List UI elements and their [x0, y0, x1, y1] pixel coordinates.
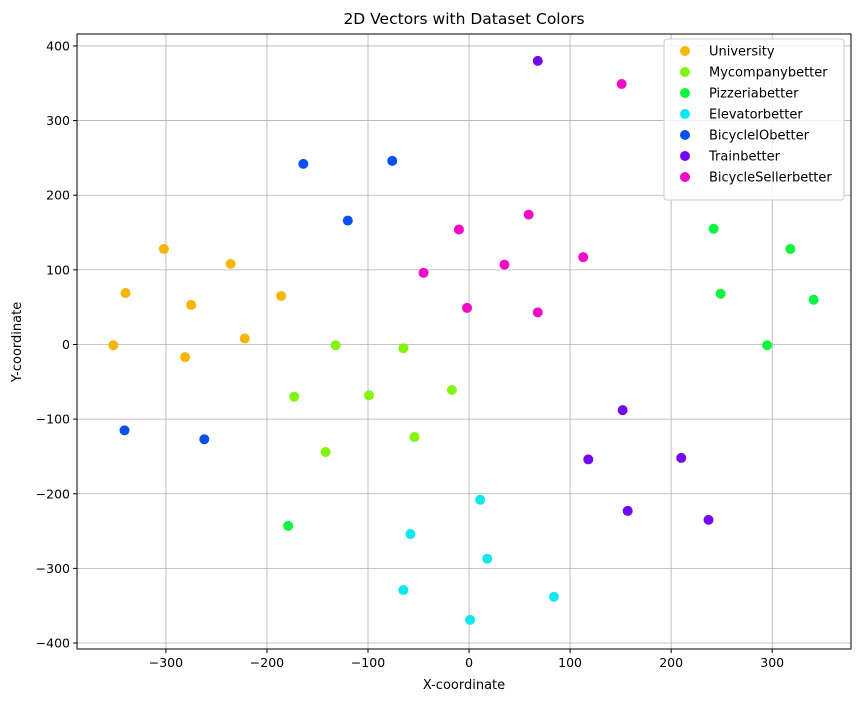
y-tick-label: 100 [46, 262, 70, 277]
data-point [808, 294, 819, 305]
data-point [409, 432, 420, 443]
legend-label: BicycleSellerbetter [709, 171, 832, 186]
legend-marker [680, 109, 690, 119]
data-point [283, 520, 294, 531]
data-point [446, 385, 457, 396]
chart-title: 2D Vectors with Dataset Colors [343, 10, 584, 28]
plot-area-frame [76, 33, 852, 650]
data-point [762, 340, 773, 351]
data-point [578, 252, 589, 263]
x-axis-label: X-coordinate [423, 678, 505, 693]
data-point [330, 340, 341, 351]
axis-ticks: −300 −200 −100 0 100 200 300 −400 −300 −200 −100 0 1… [36, 38, 785, 670]
data-point [320, 446, 331, 457]
data-point [499, 259, 510, 270]
data-point [387, 155, 398, 166]
data-point [186, 299, 197, 310]
legend-marker [680, 130, 690, 140]
y-tick-label: 200 [46, 188, 70, 203]
grid-lines [77, 34, 851, 649]
data-point [108, 340, 119, 351]
y-tick-label: −100 [36, 412, 70, 427]
data-point [119, 425, 130, 436]
data-point [398, 343, 409, 354]
legend-label: Pizzeriabetter [709, 87, 799, 102]
data-point [622, 505, 633, 516]
legend-box [663, 38, 845, 201]
legend-marker [680, 151, 690, 161]
data-point [465, 614, 476, 625]
y-tick-label: −400 [36, 636, 70, 651]
data-point [676, 452, 687, 463]
legend-label: Mycompanybetter [709, 66, 828, 81]
data-point [548, 591, 559, 602]
legend-marker [680, 88, 690, 98]
x-tick-label: −200 [250, 655, 284, 670]
data-point [225, 258, 236, 269]
legend-label: Trainbetter [708, 150, 781, 165]
data-point [532, 307, 543, 318]
data-point [523, 209, 534, 220]
data-point [364, 390, 375, 401]
data-point [703, 514, 714, 525]
data-point [199, 434, 210, 445]
data-point [532, 55, 543, 66]
x-tick-label: −100 [351, 655, 385, 670]
y-tick-label: −200 [36, 486, 70, 501]
x-tick-label: 100 [558, 655, 582, 670]
y-axis-label: Y-coordinate [10, 302, 25, 383]
legend-label: BicycleIObetter [709, 129, 810, 144]
data-point [453, 224, 464, 235]
y-tick-label: 0 [62, 337, 70, 352]
y-tick-label: 400 [46, 38, 70, 53]
data-point [120, 287, 131, 298]
data-point [398, 585, 409, 596]
data-point [276, 290, 287, 301]
data-point [158, 243, 169, 254]
x-tick-label: 200 [659, 655, 683, 670]
data-point [617, 405, 628, 416]
legend-marker [680, 46, 690, 56]
data-point [475, 494, 486, 505]
data-point [708, 223, 719, 234]
x-tick-label: 0 [465, 655, 473, 670]
data-point [482, 553, 493, 564]
legend-marker [680, 172, 690, 182]
data-point [418, 267, 429, 278]
legend-label: University [709, 45, 775, 60]
data-point [462, 302, 473, 313]
x-tick-label: −300 [149, 655, 183, 670]
data-point [715, 288, 726, 299]
legend-marker [680, 67, 690, 77]
data-point [405, 529, 416, 540]
y-tick-label: 300 [46, 113, 70, 128]
data-point [239, 333, 250, 344]
data-point [342, 215, 353, 226]
legend-label: Elevatorbetter [709, 108, 803, 123]
x-tick-label: 300 [760, 655, 784, 670]
y-tick-label: −300 [36, 561, 70, 576]
data-point [583, 454, 594, 465]
data-point [289, 391, 300, 402]
data-point [785, 243, 796, 254]
legend: University Mycompanybetter Pizzeriabetter E… [663, 38, 845, 201]
data-point [180, 352, 191, 363]
data-point [298, 158, 309, 169]
data-point [616, 79, 627, 90]
data-points [108, 55, 819, 625]
